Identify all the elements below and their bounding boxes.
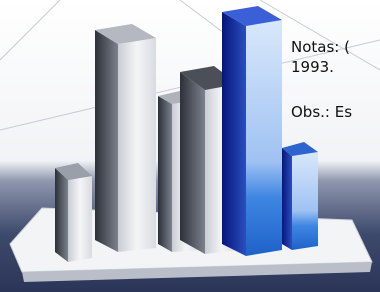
page: Notas: ( 1993. Obs.: Es (() => { const d…: [0, 0, 380, 292]
bar: [55, 163, 92, 262]
bar: [222, 6, 282, 256]
notes-line: Notas: (: [291, 38, 350, 56]
observation: Obs.: Es: [291, 103, 352, 121]
notes-line: 1993.: [291, 58, 334, 76]
bar: [95, 24, 156, 252]
bar: [282, 142, 318, 250]
illustration: Notas: ( 1993. Obs.: Es: [0, 0, 380, 292]
